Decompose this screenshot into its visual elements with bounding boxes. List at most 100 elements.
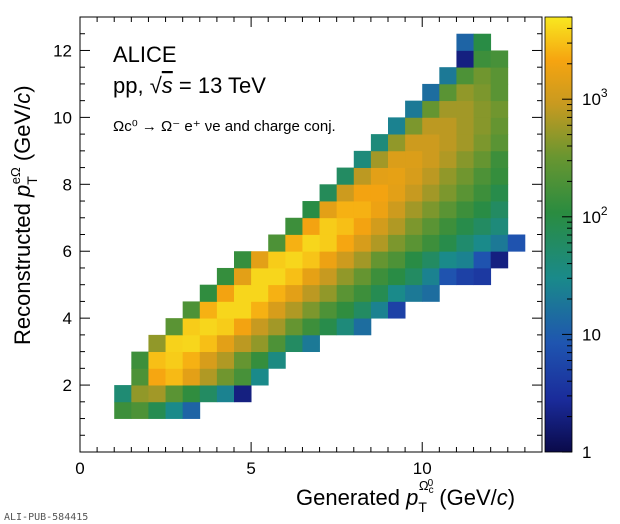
heatmap-cell — [268, 301, 286, 319]
heatmap-cell — [285, 267, 303, 286]
heatmap-cell — [370, 167, 389, 185]
heatmap-cell — [388, 234, 406, 252]
heatmap-cell — [165, 368, 184, 386]
heatmap-cell — [131, 385, 149, 403]
heatmap-cell — [182, 334, 201, 353]
heatmap-cell — [422, 217, 440, 235]
heatmap-cell — [234, 301, 252, 319]
heatmap-cell — [114, 385, 132, 403]
heatmap-cell — [456, 134, 474, 152]
heatmap-cell — [405, 251, 423, 269]
heatmap-cell — [439, 67, 457, 85]
heatmap-cell — [422, 83, 440, 102]
heatmap-cell — [473, 234, 492, 252]
heatmap-cell — [336, 267, 355, 286]
heatmap-cell — [199, 351, 218, 369]
heatmap-cell — [422, 234, 440, 252]
heatmap-cell — [439, 184, 457, 202]
heatmap-cell — [353, 318, 372, 336]
heatmap-cell — [405, 134, 423, 152]
heatmap-cell — [319, 267, 338, 286]
heatmap-cell — [456, 67, 474, 85]
heatmap-cell — [439, 167, 457, 185]
heatmap-cell — [456, 150, 474, 168]
heatmap-cell — [473, 150, 492, 168]
heatmap-cell — [251, 334, 269, 353]
heatmap-cell — [439, 201, 457, 219]
heatmap-cell — [473, 33, 492, 51]
heatmap-cell — [251, 301, 269, 319]
x-tick-label: 5 — [246, 459, 255, 478]
heatmap-cell — [490, 83, 509, 102]
heatmap-cell — [319, 301, 338, 319]
heatmap-cell — [456, 234, 474, 252]
heatmap-cell — [439, 251, 457, 269]
heatmap-cell — [370, 251, 389, 269]
heatmap-cell — [182, 401, 201, 419]
heatmap-cell — [148, 401, 166, 419]
heatmap-cell — [422, 251, 440, 269]
heatmap-cell — [405, 150, 423, 168]
heatmap-cell — [473, 67, 492, 85]
heatmap-cell — [216, 385, 235, 403]
heatmap-cell — [234, 267, 252, 286]
heatmap-cell — [268, 284, 286, 302]
heatmap-cell — [148, 385, 166, 403]
heatmap-cell — [439, 134, 457, 152]
y-tick-label: 6 — [63, 242, 72, 261]
heatmap-cell — [490, 134, 509, 152]
heatmap-cell — [490, 67, 509, 85]
heatmap-cells — [114, 33, 526, 419]
heatmap-cell — [353, 167, 372, 185]
heatmap-cell — [216, 351, 235, 369]
heatmap-cell — [405, 184, 423, 202]
heatmap-cell — [473, 117, 492, 135]
heatmap-cell — [319, 217, 338, 235]
heatmap-cell — [422, 267, 440, 286]
sqrt-symbol: √ — [150, 73, 163, 98]
heatmap-cell — [353, 251, 372, 269]
heatmap-cell — [370, 201, 389, 219]
heatmap-cell — [490, 167, 509, 185]
colorbar-tick-label: 103 — [582, 86, 608, 109]
heatmap-cell — [439, 117, 457, 135]
heatmap-cell — [456, 50, 474, 68]
heatmap-cell — [388, 217, 406, 235]
heatmap-cell — [234, 368, 252, 386]
heatmap-cell — [422, 134, 440, 152]
heatmap-cell — [131, 368, 149, 386]
heatmap-cell — [353, 284, 372, 302]
heatmap-cell — [456, 201, 474, 219]
heatmap-cell — [370, 284, 389, 302]
y-tick-label: 10 — [53, 108, 72, 127]
heatmap-cell — [353, 267, 372, 286]
heatmap-cell — [319, 251, 338, 269]
colorbar-tick-label: 1 — [582, 443, 591, 462]
heatmap-cell — [165, 401, 184, 419]
heatmap-cell — [285, 234, 303, 252]
heatmap-cell — [456, 100, 474, 118]
heatmap-cell — [234, 284, 252, 302]
heatmap-cell — [182, 385, 201, 403]
heatmap-cell — [388, 117, 406, 135]
colorbar-tick-label: 102 — [582, 204, 608, 227]
heatmap-cell — [422, 167, 440, 185]
system-label: pp, √s = 13 TeV — [113, 73, 266, 98]
heatmap-cell — [234, 251, 252, 269]
heatmap-cell — [182, 351, 201, 369]
heatmap-cell — [336, 201, 355, 219]
heatmap-cell — [405, 100, 423, 118]
heatmap-cell — [148, 334, 166, 353]
y-tick-label: 12 — [53, 41, 72, 60]
heatmap-cell — [234, 318, 252, 336]
heatmap-cell — [131, 401, 149, 419]
heatmap-cell — [234, 385, 252, 403]
heatmap-cell — [388, 267, 406, 286]
heatmap-cell — [388, 251, 406, 269]
heatmap-cell — [251, 267, 269, 286]
heatmap-cell — [251, 318, 269, 336]
heatmap-cell — [456, 184, 474, 202]
heatmap-cell — [216, 267, 235, 286]
heatmap-cell — [388, 201, 406, 219]
